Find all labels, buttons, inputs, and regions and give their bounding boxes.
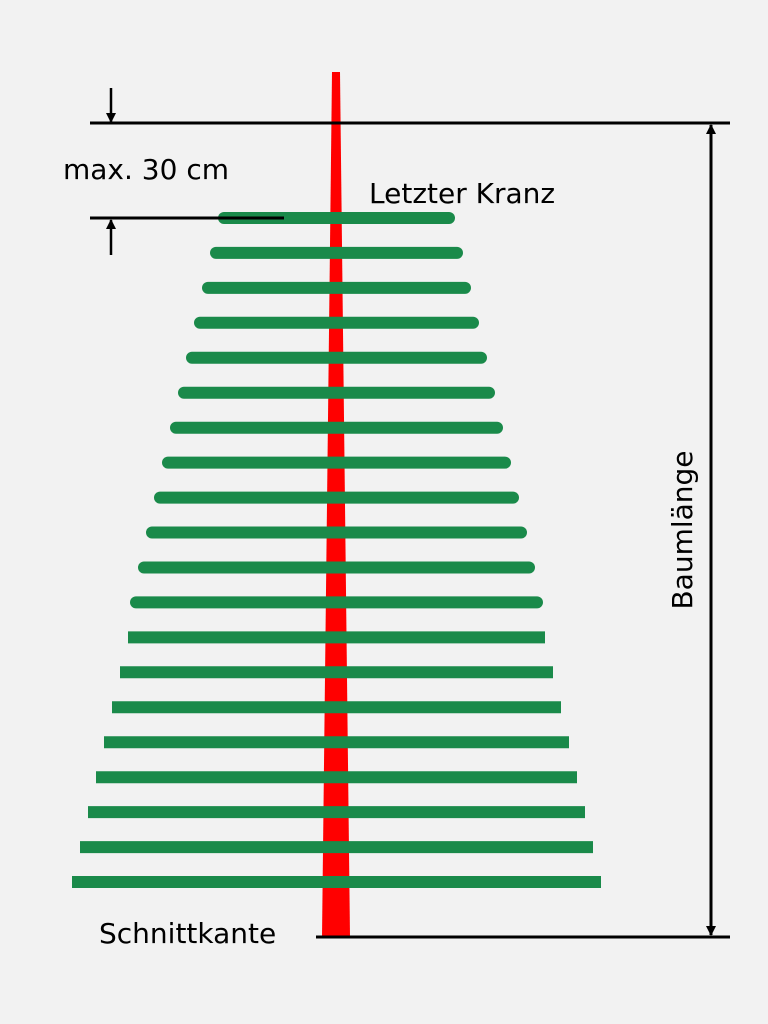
tree-length-label: Baumlänge [666,450,699,610]
branch-group [72,212,601,888]
trunk [322,72,350,937]
last-whorl-label: Letzter Kranz [369,177,556,210]
cut-edge-label: Schnittkante [99,917,277,950]
max-gap-label: max. 30 cm [63,153,230,186]
